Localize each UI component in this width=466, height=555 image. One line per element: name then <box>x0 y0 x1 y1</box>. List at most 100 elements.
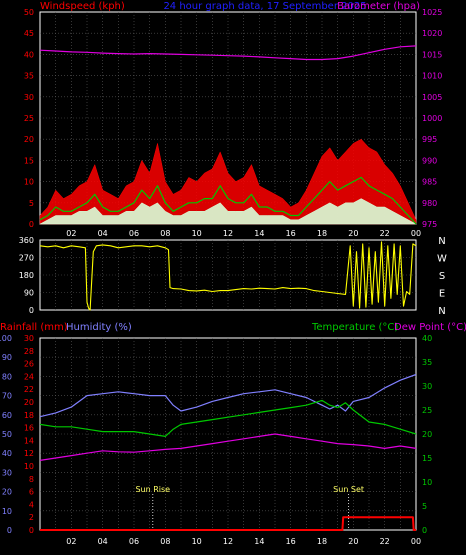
windspeed-tick-label: 15 <box>24 156 34 165</box>
compass-label: E <box>439 289 445 300</box>
rainfall-tick-label: 26 <box>24 360 34 369</box>
humidity-tick-label: 90 <box>2 353 12 362</box>
compass-label: W <box>437 254 447 265</box>
humidity-tick-label: 70 <box>2 392 12 401</box>
hour-tick-label: 20 <box>348 537 358 546</box>
rainfall-tick-label: 6 <box>29 488 34 497</box>
barometer-tick-label: 990 <box>422 156 437 165</box>
hour-tick-label: 22 <box>380 229 390 238</box>
sun-event-label: Sun Rise <box>135 485 170 494</box>
direction-tick-label: 90 <box>24 289 34 298</box>
hour-tick-label: 16 <box>286 537 296 546</box>
grid-layer <box>40 12 416 530</box>
wind-direction-line <box>39 241 417 311</box>
rainfall-tick-label: 2 <box>29 513 34 522</box>
hour-tick-label: 22 <box>380 537 390 546</box>
hour-tick-label: 02 <box>66 537 76 546</box>
rainfall-line <box>40 516 416 531</box>
direction-tick-label: 180 <box>19 271 34 280</box>
compass-label: S <box>439 271 445 282</box>
hour-tick-label: 16 <box>286 229 296 238</box>
rainfall-tick-label: 20 <box>24 398 34 407</box>
hour-tick-label: 10 <box>192 537 202 546</box>
barometer-tick-label: 1020 <box>422 29 442 38</box>
rainfall-tick-label: 16 <box>24 424 34 433</box>
windspeed-tick-label: 0 <box>29 220 34 229</box>
temperature-axis-label: Temperature (°C) <box>311 322 398 333</box>
hour-tick-label: 06 <box>129 537 139 546</box>
temperature-tick-label: 15 <box>422 454 432 463</box>
windspeed-tick-label: 35 <box>24 72 34 81</box>
rainfall-tick-label: 22 <box>24 385 34 394</box>
compass-label: N <box>438 236 445 247</box>
rainfall-tick-label: 30 <box>24 334 34 343</box>
humidity-tick-label: 100 <box>0 334 12 343</box>
hour-tick-label: 04 <box>98 229 108 238</box>
humidity-tick-label: 30 <box>2 468 12 477</box>
temperature-line <box>39 399 417 437</box>
barometer-tick-label: 995 <box>422 135 437 144</box>
dewpoint-axis-label: Dew Point (°C) <box>394 322 466 333</box>
temperature-tick-label: 40 <box>422 334 432 343</box>
windspeed-tick-label: 25 <box>24 114 34 123</box>
humidity-axis-label: Humidity (%) <box>66 322 132 333</box>
hour-tick-label: 08 <box>160 537 170 546</box>
barometer-tick-label: 1000 <box>422 114 442 123</box>
hour-tick-label: 20 <box>348 229 358 238</box>
temperature-tick-label: 5 <box>422 502 427 511</box>
humidity-tick-label: 50 <box>2 430 12 439</box>
hour-tick-label: 06 <box>129 229 139 238</box>
rainfall-tick-label: 24 <box>24 372 34 381</box>
humidity-tick-label: 10 <box>2 507 12 516</box>
humidity-tick-label: 40 <box>2 449 12 458</box>
barometer-tick-label: 980 <box>422 199 437 208</box>
compass-label: N <box>438 306 445 317</box>
barometer-tick-label: 1005 <box>422 93 442 102</box>
barometer-tick-label: 1010 <box>422 72 442 81</box>
hour-tick-label: 12 <box>223 229 233 238</box>
humidity-tick-label: 20 <box>2 488 12 497</box>
rainfall-axis-label: Rainfall (mm) <box>0 322 68 333</box>
barometer-line <box>39 45 417 61</box>
temperature-tick-label: 10 <box>422 478 432 487</box>
direction-tick-label: 270 <box>19 254 34 263</box>
temperature-tick-label: 20 <box>422 430 432 439</box>
barometer-axis-label: Barometer (hpa) <box>337 1 420 12</box>
humidity-tick-label: 60 <box>2 411 12 420</box>
windspeed-axis-label: Windspeed (kph) <box>40 1 125 12</box>
wind-latest-area <box>39 198 417 225</box>
hour-tick-label: 08 <box>160 229 170 238</box>
direction-tick-label: 360 <box>19 236 34 245</box>
rainfall-tick-label: 4 <box>29 500 34 509</box>
windspeed-tick-label: 10 <box>24 178 34 187</box>
humidity-tick-label: 80 <box>2 372 12 381</box>
hour-tick-label: 18 <box>317 229 327 238</box>
temperature-tick-label: 30 <box>422 382 432 391</box>
hour-tick-label: 18 <box>317 537 327 546</box>
windspeed-tick-label: 50 <box>24 8 34 17</box>
humidity-tick-label: 0 <box>7 526 12 535</box>
series-layer <box>39 45 417 531</box>
windspeed-tick-label: 40 <box>24 50 34 59</box>
rainfall-tick-label: 12 <box>24 449 34 458</box>
chart-title: 24 hour graph data, 17 September 2025 <box>163 1 366 12</box>
temperature-tick-label: 0 <box>422 526 427 535</box>
rainfall-tick-label: 10 <box>24 462 34 471</box>
rainfall-tick-label: 8 <box>29 475 34 484</box>
rainfall-tick-label: 0 <box>29 526 34 535</box>
windspeed-tick-label: 45 <box>24 29 34 38</box>
sun-event-label: Sun Set <box>333 485 364 494</box>
windspeed-tick-label: 5 <box>29 199 34 208</box>
hour-tick-label: 00 <box>411 229 421 238</box>
rainfall-tick-label: 28 <box>24 347 34 356</box>
hour-tick-label: 12 <box>223 537 233 546</box>
hour-tick-label: 02 <box>66 229 76 238</box>
windspeed-tick-label: 20 <box>24 135 34 144</box>
rainfall-tick-label: 14 <box>24 436 34 445</box>
barometer-tick-label: 985 <box>422 178 437 187</box>
hour-tick-label: 10 <box>192 229 202 238</box>
wind-average-line <box>39 176 417 225</box>
barometer-tick-label: 1015 <box>422 50 442 59</box>
rainfall-tick-label: 18 <box>24 411 34 420</box>
hour-tick-label: 04 <box>98 537 108 546</box>
